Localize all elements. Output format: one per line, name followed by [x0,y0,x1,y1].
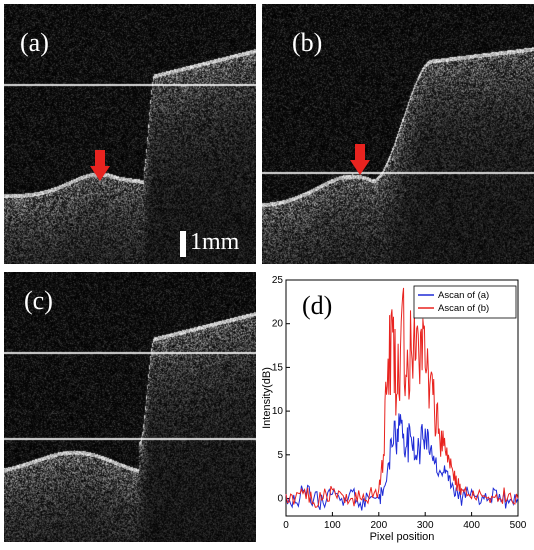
y-tick-label: 25 [272,275,284,286]
panel-a: (a) [4,4,256,264]
panel-label-b: (b) [292,28,323,57]
red-arrow-icon [90,150,110,181]
legend-label: Ascan of (a) [438,290,489,301]
panel-label-d: (d) [302,291,332,320]
oct-image-a [4,4,256,264]
x-tick-label: 400 [463,520,480,531]
x-tick-label: 200 [370,520,387,531]
ascan-chart: 0 100 200 300 400 500 0 5 10 15 20 25 Ascan of (a) As… [262,275,527,543]
red-arrow-icon [350,144,370,175]
y-tick-label: 0 [277,494,283,505]
y-tick-label: 20 [272,319,284,330]
x-tick-label: 500 [510,520,527,531]
y-tick-label: 10 [272,406,284,417]
legend-label: Ascan of (b) [438,303,489,314]
series-line-a [285,413,519,511]
panel-c: (c) [4,272,256,542]
x-tick-label: 0 [283,520,289,531]
legend-box [413,285,517,319]
panel-label-c: (c) [24,286,53,315]
series-line-b [285,287,519,508]
oct-image-b [262,4,534,264]
panel-b: (b) [262,4,534,264]
y-axis-label: Intensity(dB) [262,367,273,429]
panel-label-a: (a) [20,28,49,57]
y-tick-label: 15 [272,362,284,373]
y-tick-label: 5 [277,450,283,461]
scale-bar-text: 1mm [190,229,240,255]
scale-bar-line [180,231,186,257]
x-axis-label: Pixel position [370,531,435,543]
oct-image-c [4,272,256,542]
plot-frame [285,279,519,517]
x-tick-label: 100 [324,520,341,531]
x-tick-label: 300 [417,520,434,531]
